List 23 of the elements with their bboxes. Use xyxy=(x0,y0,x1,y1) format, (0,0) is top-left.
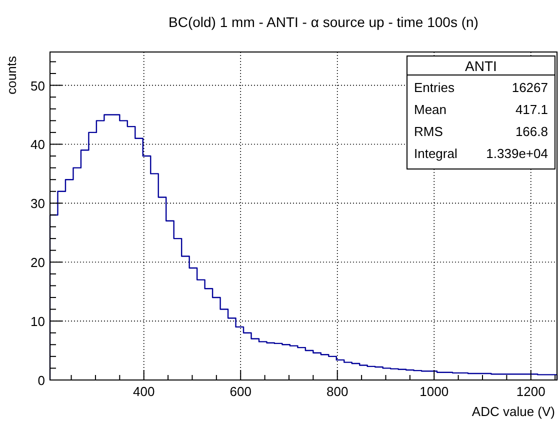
y-axis-title: counts xyxy=(4,56,19,94)
annotation: Mean xyxy=(414,102,447,117)
annotation: ANTI xyxy=(465,58,497,74)
y-tick-label: 50 xyxy=(30,78,45,94)
annotation: 16267 xyxy=(512,80,548,95)
y-tick-label: 10 xyxy=(30,314,45,330)
y-tick-label: 0 xyxy=(38,373,45,388)
x-tick-label: 1200 xyxy=(516,384,546,399)
chart-title: BC(old) 1 mm - ANTI - α source up - time 100s (n) xyxy=(168,14,478,30)
y-tick-label: 40 xyxy=(30,137,45,152)
annotation: RMS xyxy=(414,124,444,139)
x-tick-label: 800 xyxy=(326,384,348,399)
x-axis-title: ADC value (V) xyxy=(472,404,555,419)
annotation: Integral xyxy=(414,146,458,161)
annotation: 1.339e+04 xyxy=(486,146,548,161)
x-tick-label: 400 xyxy=(133,384,155,399)
annotation: 166.8 xyxy=(515,124,548,139)
x-tick-label: 600 xyxy=(230,384,252,399)
annotation: 417.1 xyxy=(515,102,548,117)
y-tick-label: 30 xyxy=(30,196,45,212)
x-tick-label: 1000 xyxy=(420,384,449,399)
annotation: Entries xyxy=(414,80,455,95)
y-tick-label: 20 xyxy=(30,255,45,270)
